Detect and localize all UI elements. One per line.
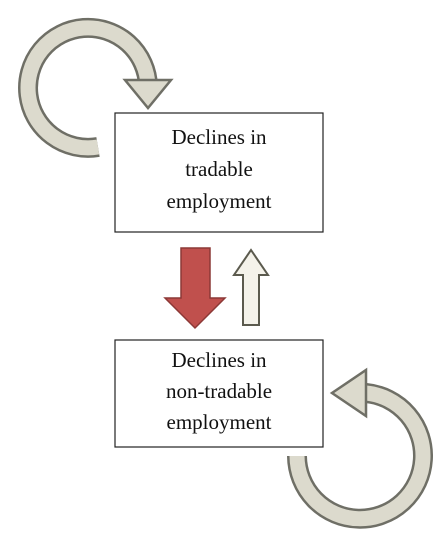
box bbox=[114, 339, 324, 448]
node-text: Declines in bbox=[171, 348, 267, 372]
down-arrow bbox=[163, 247, 227, 330]
cycle-arrow-bottom bbox=[287, 367, 433, 529]
node-text: non-tradable bbox=[166, 379, 272, 403]
cycle-arrow-top bbox=[18, 17, 174, 158]
node-text: employment bbox=[167, 410, 272, 434]
up-arrow bbox=[232, 248, 270, 326]
node-text: tradable bbox=[185, 157, 253, 181]
node-text: employment bbox=[167, 189, 272, 213]
box bbox=[114, 112, 324, 233]
node-text: Declines in bbox=[171, 125, 267, 149]
